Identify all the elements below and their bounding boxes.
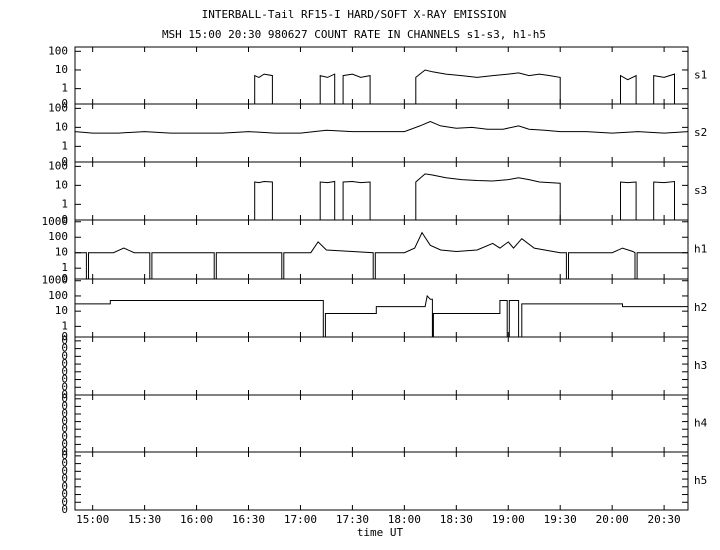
- y-tick-label: 100: [48, 44, 68, 57]
- y-tick-label: 0: [61, 480, 68, 493]
- y-tick-label: 0: [61, 365, 68, 378]
- y-tick-label: 0: [61, 330, 68, 343]
- x-tick-label: 16:00: [180, 513, 213, 526]
- y-tick-label: 0: [61, 472, 68, 485]
- series-line: [74, 121, 689, 134]
- panel-label: h5: [694, 474, 707, 487]
- y-tick-label: 0: [61, 349, 68, 362]
- y-tick-label: 0: [61, 503, 68, 516]
- series-line: [75, 173, 688, 221]
- y-tick-label: 0: [61, 392, 68, 405]
- y-tick-label: 0: [61, 415, 68, 428]
- y-tick-label: 0: [61, 407, 68, 420]
- y-tick-label: 1: [61, 139, 68, 152]
- y-tick-label: 100: [48, 159, 68, 172]
- panel-label: h2: [694, 301, 707, 314]
- y-tick-label: 1: [61, 261, 68, 274]
- y-tick-label: 0: [61, 334, 68, 347]
- y-tick-label: 0: [61, 464, 68, 477]
- y-tick-label: 0: [61, 97, 68, 110]
- y-tick-label: 1: [61, 82, 68, 95]
- x-axis-label: time UT: [357, 526, 404, 539]
- y-tick-label: 100: [48, 230, 68, 243]
- x-tick-label: 17:00: [284, 513, 317, 526]
- y-tick-label: 0: [61, 155, 68, 168]
- y-tick-label: 0: [61, 457, 68, 470]
- y-tick-label: 10: [55, 63, 68, 76]
- x-tick-label: 15:30: [128, 513, 161, 526]
- panel-label: s2: [694, 126, 707, 139]
- y-tick-label: 0: [61, 495, 68, 508]
- panel-label: s1: [694, 69, 707, 82]
- y-tick-label: 0: [61, 422, 68, 435]
- x-tick-label: 20:00: [596, 513, 629, 526]
- x-tick-label: 18:00: [388, 513, 421, 526]
- x-tick-label: 20:30: [648, 513, 681, 526]
- y-tick-label: 100: [48, 101, 68, 114]
- y-tick-label: 1: [61, 197, 68, 210]
- chart-title: INTERBALL-Tail RF15-I HARD/SOFT X-RAY EM…: [202, 8, 507, 21]
- panel-label: h4: [694, 417, 708, 430]
- y-tick-label: 10: [55, 120, 68, 133]
- panel-label: h1: [694, 243, 707, 256]
- panel-frame: [74, 451, 689, 511]
- y-tick-label: 10: [55, 178, 68, 191]
- chart-subtitle: MSH 15:00 20:30 980627 COUNT RATE IN CHA…: [162, 28, 546, 41]
- y-tick-label: 0: [61, 388, 68, 401]
- series-line: [75, 69, 688, 105]
- y-tick-label: 0: [61, 445, 68, 458]
- y-tick-label: 1: [61, 319, 68, 332]
- y-tick-label: 0: [61, 213, 68, 226]
- y-tick-label: 1000: [42, 215, 69, 228]
- panel-label: s3: [694, 184, 707, 197]
- y-tick-label: 100: [48, 289, 68, 302]
- x-tick-label: 19:30: [544, 513, 577, 526]
- y-tick-label: 0: [61, 437, 68, 450]
- y-tick-label: 10: [55, 304, 68, 317]
- x-tick-label: 17:30: [336, 513, 369, 526]
- y-tick-label: 10: [55, 246, 68, 259]
- y-tick-label: 0: [61, 449, 68, 462]
- y-tick-label: 1000: [42, 274, 69, 287]
- y-tick-label: 0: [61, 272, 68, 285]
- x-tick-label: 19:00: [492, 513, 525, 526]
- y-tick-label: 0: [61, 357, 68, 370]
- y-tick-label: 0: [61, 399, 68, 412]
- panel-label: h3: [694, 359, 707, 372]
- y-tick-label: 0: [61, 373, 68, 386]
- x-tick-label: 15:00: [76, 513, 109, 526]
- x-tick-label: 16:30: [232, 513, 265, 526]
- y-tick-label: 0: [61, 380, 68, 393]
- y-tick-label: 0: [61, 342, 68, 355]
- y-tick-label: 0: [61, 488, 68, 501]
- x-tick-label: 18:30: [440, 513, 473, 526]
- y-tick-label: 0: [61, 430, 68, 443]
